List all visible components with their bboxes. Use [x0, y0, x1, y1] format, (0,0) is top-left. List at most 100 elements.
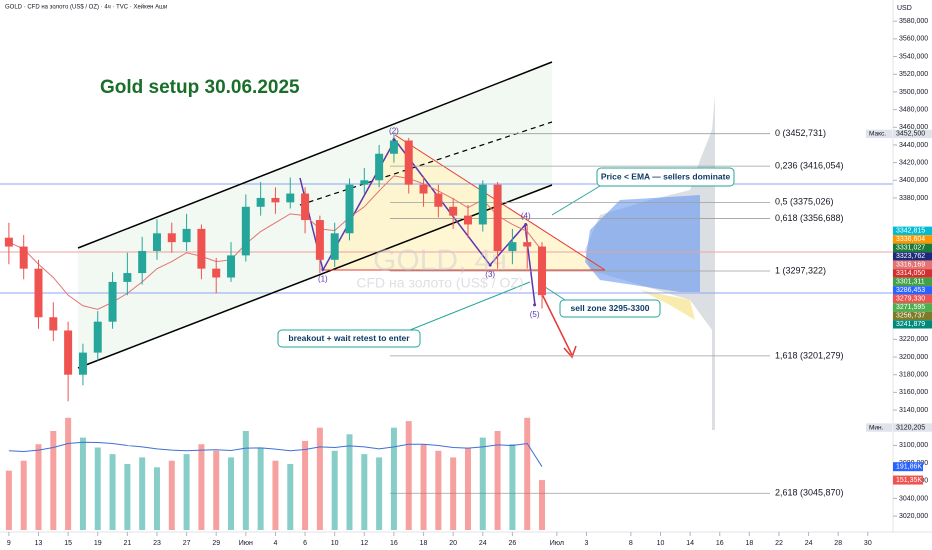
price-tag [893, 311, 932, 321]
volume-bar [331, 450, 338, 530]
candle-body [197, 228, 206, 269]
volume-bar [198, 444, 205, 530]
candle-body [4, 237, 13, 247]
y-tick-label: 3580,000 [899, 18, 928, 25]
price-tag-label: 3314,050 [896, 270, 925, 277]
volume-tag [893, 462, 923, 472]
candle-body [167, 233, 176, 243]
volume-bar [153, 467, 160, 530]
volume-bar [287, 464, 294, 530]
candle-body [493, 184, 502, 251]
price-tag-label: 3342,815 [896, 228, 925, 235]
volume-tag-label: 191,86K [896, 464, 922, 471]
y-tick-label: 3220,000 [899, 336, 928, 343]
price-tag-name-bg [866, 423, 892, 432]
volume-bar [494, 431, 501, 530]
volume-bar [346, 434, 353, 530]
price-tag [893, 226, 932, 236]
candle-body [523, 242, 532, 247]
connector [409, 281, 531, 331]
candle-body [286, 193, 295, 203]
wave-point [488, 263, 492, 267]
y-tick-label: 3400,000 [899, 177, 928, 184]
price-tag [893, 294, 932, 304]
candle-body [64, 330, 73, 375]
price-tag-label: 3279,330 [896, 296, 925, 303]
candle-body [182, 228, 191, 243]
price-tag-name-bg [866, 129, 892, 139]
volume-bar [376, 457, 383, 530]
wave-point [392, 138, 396, 142]
header: GOLD · CFD на золото (US$ / OZ) · 4ч · T… [5, 4, 167, 11]
volume-bar [539, 480, 546, 530]
y-tick-label: 3540,000 [899, 53, 928, 60]
y-tick-label: 3560,000 [899, 36, 928, 43]
volume-bar [405, 421, 412, 530]
x-tick-label: 24 [479, 540, 487, 547]
price-tag-label: 3331,027 [896, 245, 925, 252]
y-tick-label: 3020,000 [899, 513, 928, 520]
arrow [539, 289, 573, 356]
volume-bar [272, 460, 279, 530]
wave-label: (2) [389, 127, 399, 136]
x-tick-label: 28 [834, 540, 842, 547]
price-tag [893, 269, 932, 278]
x-tick-label: 6 [303, 540, 307, 547]
volume-bar [168, 460, 175, 530]
volume-bar [50, 431, 57, 530]
note-box [559, 299, 661, 318]
note-text: Price < EMA — sellers dominate [601, 171, 731, 181]
wave-point [533, 303, 537, 307]
candle-body [404, 140, 413, 185]
candle-body [212, 268, 221, 278]
y-tick-label: 3480,000 [899, 106, 928, 113]
candle-body [434, 193, 443, 207]
y-tick-label: 3160,000 [899, 389, 928, 396]
price-tag-label: 3256,737 [896, 313, 925, 320]
note-text: sell zone 3295-3300 [571, 303, 650, 313]
price-tag [893, 320, 932, 329]
volume-bar [390, 427, 397, 530]
price-tag [893, 303, 932, 312]
candle-body [152, 233, 161, 251]
arrow-head [563, 345, 577, 359]
volume-bar [302, 440, 309, 530]
candle-body [34, 268, 43, 318]
volume-bar [479, 437, 486, 530]
wave-label: (1) [318, 275, 328, 284]
price-tag-label: 3241,879 [896, 321, 925, 328]
y-tick-label: 3180,000 [899, 372, 928, 379]
candle-body [478, 184, 487, 225]
note-box [596, 167, 735, 187]
y-tick-label: 3100,000 [899, 442, 928, 449]
x-tick-label: 10 [657, 540, 665, 547]
volume-bar [124, 464, 131, 530]
volume-bar [213, 450, 220, 530]
connector [551, 185, 601, 216]
candle-body [463, 215, 472, 225]
x-tick-label: 30 [864, 540, 872, 547]
volume-bar [435, 450, 442, 530]
candle-body [256, 197, 265, 207]
x-tick-label: 18 [420, 540, 428, 547]
x-tick-label: 24 [805, 540, 813, 547]
y-tick-label: 3520,000 [899, 71, 928, 78]
volume-bar [228, 457, 235, 530]
x-tick-label: 20 [449, 540, 457, 547]
candle-body [538, 246, 547, 296]
x-tick-label: 12 [360, 540, 368, 547]
volume-bar [5, 470, 12, 530]
x-tick-label: 16 [716, 540, 724, 547]
candle-body [19, 246, 28, 269]
price-tag [893, 235, 932, 244]
volume-tag-label: 151,35K [896, 477, 922, 484]
candle-body [138, 250, 147, 274]
x-tick-label: 4 [273, 540, 277, 547]
x-tick-label: 29 [212, 540, 220, 547]
x-tick-label: 15 [64, 540, 72, 547]
x-tick-label: 23 [153, 540, 161, 547]
candle-body [271, 197, 280, 203]
y-tick-label: 3040,000 [899, 495, 928, 502]
x-tick-label: 14 [686, 540, 694, 547]
fib-label: 1 (3297,322) [775, 265, 826, 275]
